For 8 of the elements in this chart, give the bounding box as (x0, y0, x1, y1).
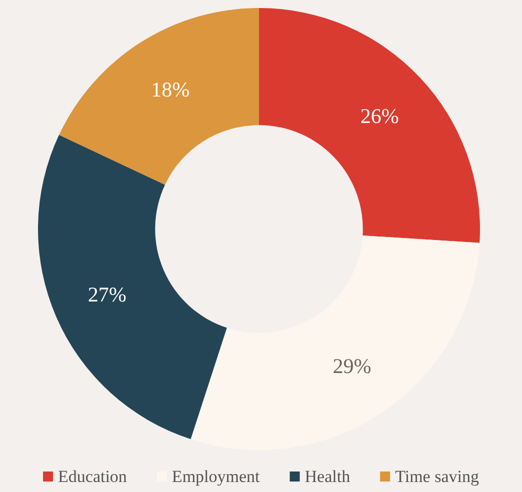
data-label: 27% (88, 282, 126, 307)
legend-label: Employment (172, 467, 260, 486)
data-label: 26% (360, 104, 399, 128)
legend-label: Time saving (395, 467, 480, 486)
data-label: 18% (151, 77, 190, 102)
data-label: 29% (332, 354, 372, 378)
legend-label: Education (58, 467, 128, 486)
legend-label: Health (304, 467, 351, 486)
